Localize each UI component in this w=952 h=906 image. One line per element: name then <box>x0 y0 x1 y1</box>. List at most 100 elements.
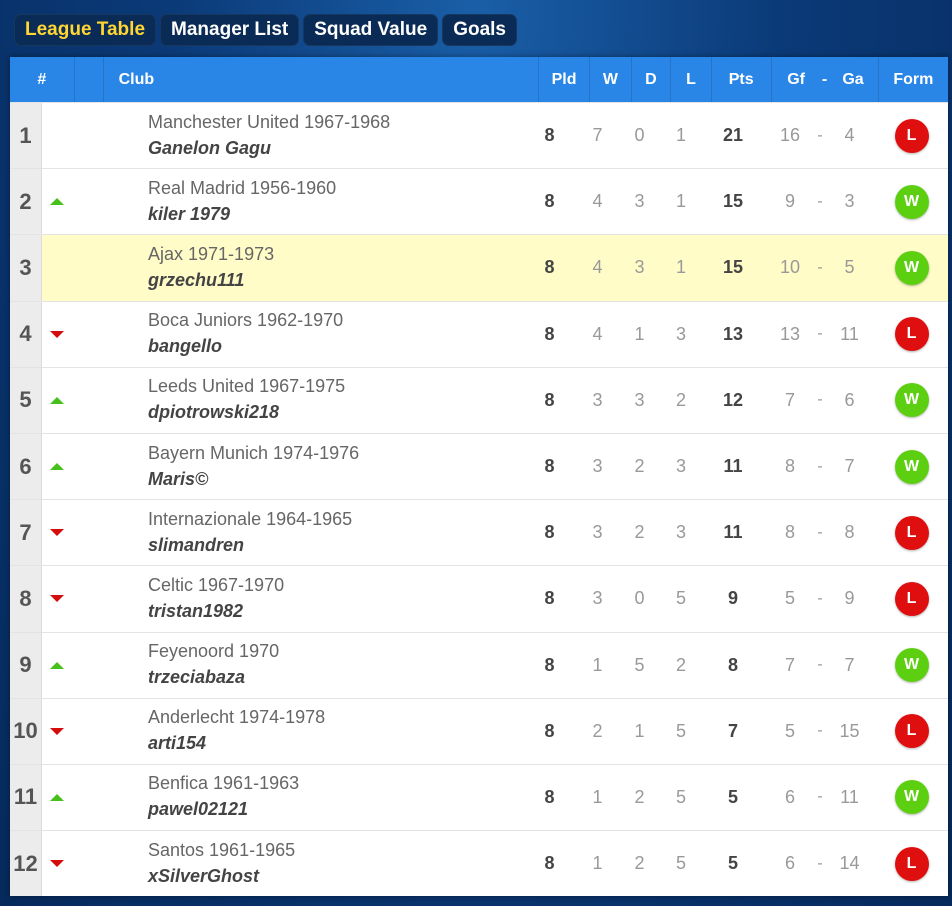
wins-cell: 1 <box>592 853 603 874</box>
form-badge[interactable]: W <box>894 184 929 219</box>
position-cell: 3 <box>10 235 42 301</box>
club-name[interactable]: Ajax 1971-1973 <box>148 243 275 264</box>
wins-cell: 4 <box>592 191 603 212</box>
goals-for-cell: 7 <box>784 654 795 675</box>
goals-against-cell: 8 <box>844 522 855 543</box>
form-badge[interactable]: L <box>894 515 929 550</box>
form-badge[interactable]: L <box>894 581 929 616</box>
header-points[interactable]: Pts <box>710 57 771 102</box>
form-badge[interactable]: L <box>894 846 929 881</box>
club-name[interactable]: Internazionale 1964-1965 <box>148 508 353 529</box>
down-arrow-icon <box>50 595 64 603</box>
manager-name[interactable]: trzeciabaza <box>148 667 246 688</box>
club-name[interactable]: Manchester United 1967-1968 <box>148 111 391 132</box>
points-cell: 15 <box>722 257 744 278</box>
position-cell: 1 <box>10 103 42 169</box>
tab-manager-list[interactable]: Manager List <box>160 14 300 46</box>
form-cell: W <box>875 250 948 285</box>
points-cell: 11 <box>723 456 743 477</box>
form-cell: W <box>875 184 948 219</box>
manager-name[interactable]: xSilverGhost <box>148 865 260 886</box>
table-row[interactable]: 5 Leeds United 1967-1975 dpiotrowski218 … <box>10 366 948 433</box>
table-row[interactable]: 8 Celtic 1967-1970 tristan1982 8 3 0 5 9… <box>10 565 948 632</box>
manager-name[interactable]: tristan1982 <box>148 600 244 621</box>
header-position[interactable]: # <box>37 70 47 88</box>
header-goals-against[interactable]: Ga <box>842 70 864 88</box>
tab-league-table[interactable]: League Table <box>14 14 157 46</box>
down-arrow-icon <box>50 330 64 338</box>
header-movement <box>73 57 103 102</box>
played-cell: 8 <box>544 588 555 609</box>
manager-name[interactable]: kiler 1979 <box>148 203 231 224</box>
club-cell: Bayern Munich 1974-1976 Maris© <box>72 441 523 493</box>
played-cell: 8 <box>544 456 555 477</box>
table-row[interactable]: 10 Anderlecht 1974-1978 arti154 8 2 1 5 … <box>10 697 948 764</box>
club-name[interactable]: Anderlecht 1974-1978 <box>148 707 326 728</box>
table-row[interactable]: 1 Manchester United 1967-1968 Ganelon Ga… <box>10 102 948 169</box>
goals-for-cell: 6 <box>784 786 795 807</box>
played-cell: 8 <box>544 853 555 874</box>
wins-cell: 1 <box>592 654 603 675</box>
draws-cell: 3 <box>634 389 645 410</box>
club-name[interactable]: Benfica 1961-1963 <box>148 773 300 794</box>
table-row[interactable]: 12 Santos 1961-1965 xSilverGhost 8 1 2 5… <box>10 830 948 897</box>
table-row[interactable]: 2 Real Madrid 1956-1960 kiler 1979 8 4 3… <box>10 168 948 235</box>
header-losses[interactable]: L <box>670 57 711 102</box>
manager-name[interactable]: slimandren <box>148 534 245 555</box>
manager-name[interactable]: Maris© <box>148 468 209 489</box>
form-badge[interactable]: W <box>894 250 929 285</box>
table-row[interactable]: 11 Benfica 1961-1963 pawel02121 8 1 2 5 … <box>10 763 948 831</box>
up-arrow-icon <box>50 463 64 471</box>
form-badge[interactable]: W <box>894 648 929 683</box>
club-name[interactable]: Bayern Munich 1974-1976 <box>148 442 360 463</box>
table-row[interactable]: 7 Internazionale 1964-1965 slimandren 8 … <box>10 499 948 566</box>
club-name[interactable]: Santos 1961-1965 <box>148 839 296 860</box>
form-badge[interactable]: W <box>894 449 929 484</box>
goals-for-cell: 9 <box>784 191 795 212</box>
manager-name[interactable]: pawel02121 <box>148 799 249 820</box>
form-badge[interactable]: W <box>894 780 929 815</box>
manager-name[interactable]: dpiotrowski218 <box>148 402 280 423</box>
club-name[interactable]: Celtic 1967-1970 <box>148 574 285 595</box>
goal-separator: - <box>817 192 823 210</box>
manager-name[interactable]: Ganelon Gagu <box>148 137 272 158</box>
position-cell: 8 <box>10 566 42 632</box>
form-cell: L <box>875 581 948 616</box>
manager-name[interactable]: grzechu111 <box>148 269 245 290</box>
form-cell: W <box>875 383 948 418</box>
form-badge[interactable]: L <box>894 118 929 153</box>
goal-separator: - <box>817 854 823 872</box>
losses-cell: 5 <box>675 720 686 741</box>
row-cells: Internazionale 1964-1965 slimandren 8 3 … <box>42 500 948 565</box>
form-badge[interactable]: L <box>894 714 929 749</box>
up-arrow-icon <box>50 661 64 669</box>
table-row[interactable]: 3 Ajax 1971-1973 grzechu111 8 4 3 1 15 1… <box>10 234 948 301</box>
goals-against-cell: 14 <box>839 853 860 874</box>
table-row[interactable]: 6 Bayern Munich 1974-1976 Maris© 8 3 2 3… <box>10 432 948 500</box>
manager-name[interactable]: arti154 <box>148 733 207 754</box>
table-row[interactable]: 4 Boca Juniors 1962-1970 bangello 8 4 1 … <box>10 300 948 367</box>
header-form[interactable]: Form <box>877 57 948 102</box>
header-club[interactable]: Club <box>102 57 538 102</box>
club-name[interactable]: Boca Juniors 1962-1970 <box>148 310 344 331</box>
club-name[interactable]: Leeds United 1967-1975 <box>148 376 346 397</box>
table-row[interactable]: 9 Feyenoord 1970 trzeciabaza 8 1 5 2 8 7… <box>10 631 948 698</box>
header-played[interactable]: Pld <box>538 57 589 102</box>
losses-cell: 1 <box>675 191 686 212</box>
tab-goals[interactable]: Goals <box>442 14 518 46</box>
form-badge[interactable]: W <box>894 383 929 418</box>
header-goals-for[interactable]: Gf <box>770 57 821 102</box>
form-badge[interactable]: L <box>894 317 929 352</box>
tab-squad-value[interactable]: Squad Value <box>303 14 439 46</box>
down-arrow-icon <box>50 727 64 735</box>
header-draws[interactable]: D <box>630 57 671 102</box>
position-cell: 11 <box>10 764 42 831</box>
row-cells: Manchester United 1967-1968 Ganelon Gagu… <box>42 103 948 168</box>
club-name[interactable]: Real Madrid 1956-1960 <box>148 177 337 198</box>
movement-cell <box>42 396 72 404</box>
manager-name[interactable]: bangello <box>148 336 223 357</box>
points-cell: 5 <box>727 786 738 807</box>
draws-cell: 3 <box>634 191 645 212</box>
club-name[interactable]: Feyenoord 1970 <box>148 641 280 662</box>
header-wins[interactable]: W <box>589 57 631 102</box>
